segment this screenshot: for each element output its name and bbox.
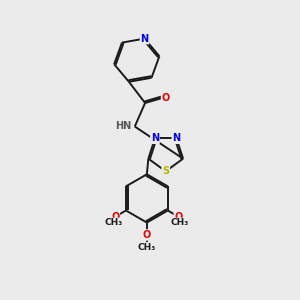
Text: N: N (140, 34, 149, 44)
Text: N: N (172, 133, 181, 143)
Text: O: O (111, 212, 119, 222)
Text: O: O (143, 230, 151, 240)
Text: S: S (162, 166, 169, 176)
Text: O: O (174, 212, 183, 222)
Text: CH₃: CH₃ (104, 218, 123, 227)
Text: N: N (151, 133, 159, 143)
Text: HN: HN (116, 121, 132, 130)
Text: CH₃: CH₃ (138, 243, 156, 252)
Text: O: O (162, 93, 170, 103)
Text: CH₃: CH₃ (171, 218, 189, 227)
